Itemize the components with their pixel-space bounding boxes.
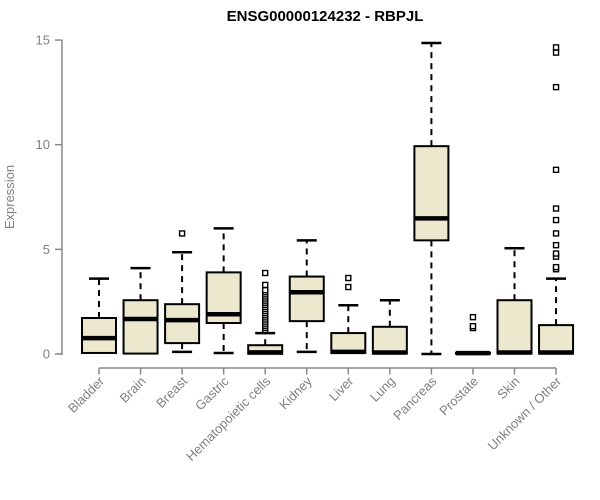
- boxplot-lung: [371, 298, 408, 355]
- boxplot-pancreas: [413, 41, 450, 356]
- outlier-point: [552, 166, 560, 174]
- outlier-point: [552, 216, 560, 224]
- outlier-point: [552, 83, 560, 91]
- chart-title: ENSG00000124232 - RBPJL: [227, 8, 424, 25]
- outlier-point: [262, 269, 269, 277]
- iqr-box: [122, 299, 159, 355]
- boxplot-hematopoietic-cells: [247, 269, 284, 355]
- x-tick-label: Bladder: [65, 373, 108, 416]
- boxplot-skin: [496, 247, 533, 355]
- x-tick-label: Unknown / Other: [485, 373, 565, 453]
- iqr-box: [164, 303, 201, 345]
- boxplot-liver: [330, 274, 367, 355]
- outlier-point: [262, 281, 269, 289]
- iqr-box: [413, 145, 450, 242]
- outlier-point: [552, 205, 560, 212]
- outlier-point: [469, 313, 477, 321]
- boxplot-unknown-other: [538, 44, 575, 355]
- y-axis: 0 5 10 15: [36, 33, 63, 362]
- x-tick-label: Lung: [367, 374, 398, 405]
- x-tick-label: Skin: [494, 374, 522, 402]
- outlier-point: [345, 274, 352, 282]
- boxplot-brain: [122, 266, 159, 355]
- boxplot-gastric: [205, 227, 242, 355]
- outlier-point: [552, 263, 560, 271]
- x-tick-label: Breast: [153, 373, 190, 410]
- outlier-point: [345, 283, 352, 291]
- outlier-point: [262, 286, 269, 294]
- x-tick-label: Gastric: [192, 373, 232, 413]
- iqr-box: [371, 325, 408, 355]
- iqr-box: [538, 324, 575, 355]
- boxplot-bladder: [81, 277, 117, 354]
- x-tick-label: Brain: [117, 374, 149, 406]
- y-tick-label: 15: [36, 33, 50, 48]
- outlier-point: [552, 49, 560, 56]
- outlier-point: [552, 241, 560, 249]
- boxplot-prostate: [454, 313, 491, 356]
- outlier-point: [469, 322, 477, 330]
- x-tick-label: Kidney: [276, 373, 315, 412]
- iqr-box: [81, 317, 117, 354]
- y-axis-label: Expression: [2, 165, 17, 229]
- outlier-point: [552, 250, 560, 257]
- box-plots: [81, 41, 575, 356]
- outlier-point: [552, 44, 560, 51]
- outlier-point: [552, 230, 560, 237]
- iqr-box: [496, 299, 533, 355]
- y-tick-label: 5: [43, 242, 50, 257]
- y-tick-label: 10: [36, 137, 50, 152]
- x-tick-label: Prostate: [436, 374, 481, 419]
- x-tick-label: Pancreas: [390, 373, 440, 423]
- outlier-point: [178, 230, 186, 237]
- y-tick-label: 0: [43, 347, 50, 362]
- boxplot-breast: [164, 230, 201, 354]
- iqr-box: [288, 275, 325, 323]
- x-tick-label: Liver: [326, 373, 357, 404]
- boxplot-kidney: [288, 239, 325, 354]
